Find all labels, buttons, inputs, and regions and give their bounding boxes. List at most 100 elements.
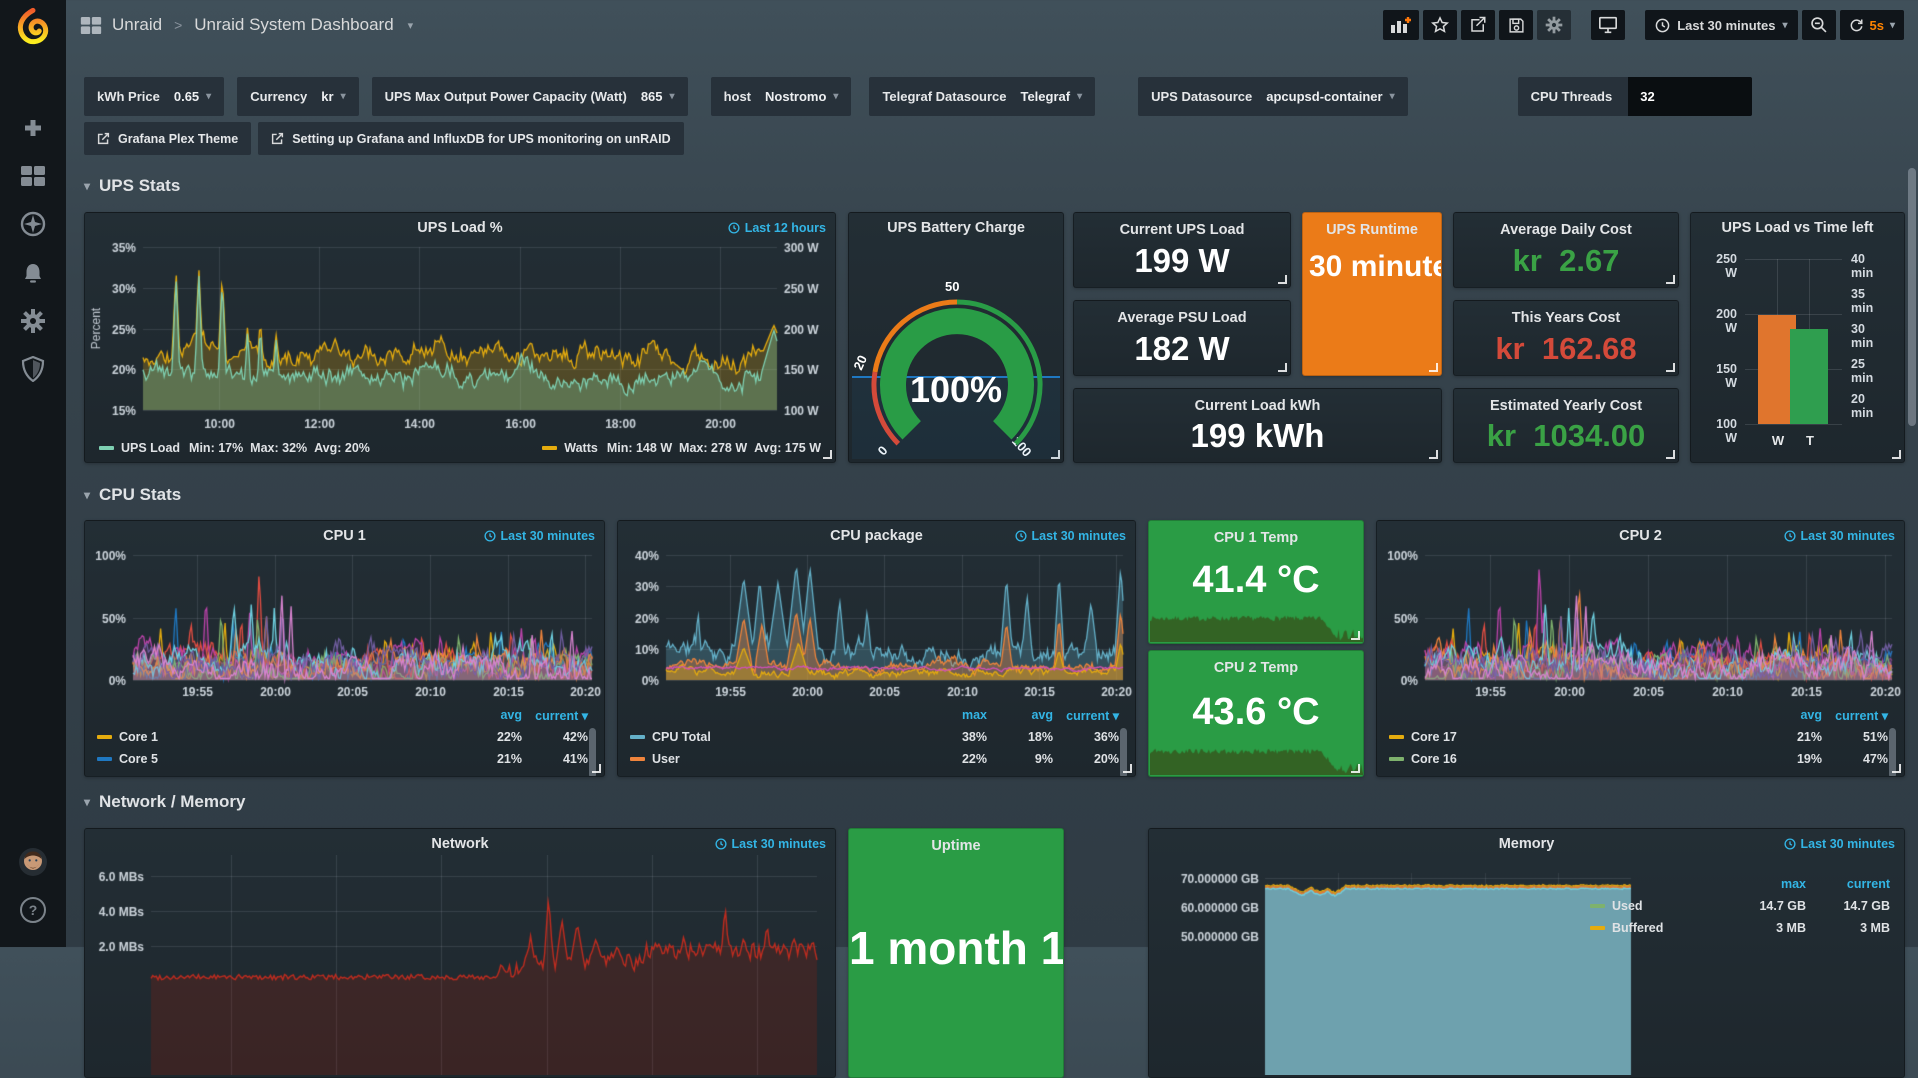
legend-item-watts[interactable]: WattsMin: 148 W Max: 278 W Avg: 175 W xyxy=(542,441,821,455)
panel-title[interactable]: UPS Load vs Time left xyxy=(1691,220,1904,236)
stat-title[interactable]: Uptime xyxy=(849,838,1063,854)
legend-column-max[interactable]: max xyxy=(1722,877,1806,891)
variable-telegraf-datasource[interactable]: Telegraf DatasourceTelegraf▾ xyxy=(869,77,1095,116)
section-cpu-stats[interactable]: ▾CPU Stats xyxy=(84,485,181,505)
panel-time-range[interactable]: Last 30 minutes xyxy=(1784,837,1895,851)
legend-series[interactable]: User xyxy=(630,752,921,766)
sidebar-item-help[interactable]: ? xyxy=(0,886,66,934)
stat-title[interactable]: UPS Runtime xyxy=(1303,222,1441,238)
resize-handle[interactable] xyxy=(1429,450,1438,459)
stat-title[interactable]: Average PSU Load xyxy=(1074,310,1290,326)
share-button[interactable] xyxy=(1461,10,1495,40)
legend-column-current[interactable]: current ▾ xyxy=(1053,708,1119,723)
legend-series[interactable]: Core 5 xyxy=(97,752,456,766)
stat-title[interactable]: Current Load kWh xyxy=(1074,398,1441,414)
section-network-memory[interactable]: ▾Network / Memory xyxy=(84,792,245,812)
settings-button[interactable] xyxy=(1537,10,1571,40)
resize-handle[interactable] xyxy=(1892,764,1901,773)
cycle-view-button[interactable] xyxy=(1591,10,1625,40)
resize-handle[interactable] xyxy=(1429,363,1438,372)
legend-column-avg[interactable]: avg xyxy=(1756,708,1822,722)
bar-t[interactable] xyxy=(1790,329,1828,424)
sidebar-item-alerting[interactable] xyxy=(0,249,66,297)
refresh-picker[interactable]: 5s ▾ xyxy=(1840,10,1905,40)
cpu-package-chart[interactable] xyxy=(622,547,1133,700)
sidebar-item-dashboards[interactable] xyxy=(0,152,66,200)
legend-series[interactable]: Used xyxy=(1590,899,1722,913)
sidebar-item-profile[interactable] xyxy=(0,838,66,886)
ups-load-chart[interactable] xyxy=(89,239,833,432)
stat-title[interactable]: CPU 1 Temp xyxy=(1149,530,1363,546)
legend-column-current[interactable]: current ▾ xyxy=(522,708,588,723)
dashboard-link-setting-up-grafana-and-influxdb-for-ups-monitoring-on-unraid[interactable]: Setting up Grafana and InfluxDB for UPS … xyxy=(258,122,683,155)
grafana-logo-icon[interactable] xyxy=(13,6,53,46)
variable-value[interactable]: Nostromo xyxy=(765,89,826,104)
resize-handle[interactable] xyxy=(1666,363,1675,372)
legend-series[interactable]: Core 16 xyxy=(1389,752,1756,766)
panel-time-range[interactable]: Last 30 minutes xyxy=(484,529,595,543)
resize-handle[interactable] xyxy=(592,764,601,773)
time-left-bar-chart[interactable]: 250 W200 W150 W100 W40 min35 min30 min25… xyxy=(1745,259,1842,424)
legend-column-current[interactable]: current xyxy=(1806,877,1890,891)
legend-item-ups-load[interactable]: UPS LoadMin: 17% Max: 32% Avg: 20% xyxy=(99,441,370,455)
resize-handle[interactable] xyxy=(1123,764,1132,773)
legend-series[interactable]: Core 1 xyxy=(97,730,456,744)
sidebar-item-create[interactable] xyxy=(0,104,66,152)
time-range-picker[interactable]: Last 30 minutes ▾ xyxy=(1645,10,1797,40)
section-ups-stats[interactable]: ▾UPS Stats xyxy=(84,176,180,196)
sidebar-item-server-admin[interactable] xyxy=(0,345,66,393)
variable-value[interactable]: 0.65 xyxy=(174,89,199,104)
panel-time-range[interactable]: Last 30 minutes xyxy=(715,837,826,851)
star-button[interactable] xyxy=(1423,10,1457,40)
variable-value[interactable]: kr xyxy=(321,89,333,104)
dashboard-link-grafana-plex-theme[interactable]: Grafana Plex Theme xyxy=(84,122,251,155)
resize-handle[interactable] xyxy=(1278,275,1287,284)
stat-title[interactable]: Estimated Yearly Cost xyxy=(1454,398,1678,414)
variable-value[interactable]: 865 xyxy=(641,89,663,104)
resize-handle[interactable] xyxy=(1892,450,1901,459)
resize-handle[interactable] xyxy=(1666,450,1675,459)
resize-handle[interactable] xyxy=(1278,363,1287,372)
network-chart[interactable] xyxy=(89,855,833,1075)
panel-title[interactable]: UPS Load % xyxy=(85,220,835,236)
variable-kwh-price[interactable]: kWh Price0.65▾ xyxy=(84,77,224,116)
variable-ups-datasource[interactable]: UPS Datasourceapcupsd-container▾ xyxy=(1138,77,1407,116)
chevron-down-icon[interactable]: ▾ xyxy=(408,19,414,32)
stat-title[interactable]: CPU 2 Temp xyxy=(1149,660,1363,676)
resize-handle[interactable] xyxy=(1351,631,1360,640)
variable-value[interactable]: apcupsd-container xyxy=(1266,89,1382,104)
add-panel-button[interactable] xyxy=(1383,10,1419,40)
sidebar-item-configuration[interactable] xyxy=(0,297,66,345)
legend-series[interactable]: Buffered xyxy=(1590,921,1722,935)
legend-series[interactable]: CPU Total xyxy=(630,730,921,744)
panel-time-range[interactable]: Last 12 hours xyxy=(728,221,826,235)
legend-column-avg[interactable]: avg xyxy=(456,708,522,722)
stat-title[interactable]: Current UPS Load xyxy=(1074,222,1290,238)
page-scrollbar[interactable] xyxy=(1908,168,1916,426)
legend-column-avg[interactable]: avg xyxy=(987,708,1053,722)
breadcrumb-folder[interactable]: Unraid xyxy=(112,15,162,35)
breadcrumb-title[interactable]: Unraid System Dashboard xyxy=(194,15,393,35)
sidebar-item-explore[interactable] xyxy=(0,200,66,248)
save-button[interactable] xyxy=(1499,10,1533,40)
variable-cpu-threads[interactable]: CPU Threads32 xyxy=(1518,77,1753,116)
resize-handle[interactable] xyxy=(1666,275,1675,284)
panel-time-range[interactable]: Last 30 minutes xyxy=(1015,529,1126,543)
variable-ups-max-output-power-capacity-watt[interactable]: UPS Max Output Power Capacity (Watt)865▾ xyxy=(372,77,688,116)
resize-handle[interactable] xyxy=(823,450,832,459)
legend-column-current[interactable]: current ▾ xyxy=(1822,708,1888,723)
cpu1-chart[interactable] xyxy=(89,547,602,700)
legend-series[interactable]: Core 17 xyxy=(1389,730,1756,744)
zoom-out-button[interactable] xyxy=(1802,10,1836,40)
panel-time-range[interactable]: Last 30 minutes xyxy=(1784,529,1895,543)
variable-cpu-threads-input[interactable]: 32 xyxy=(1628,77,1752,116)
stat-title[interactable]: This Years Cost xyxy=(1454,310,1678,326)
panel-title[interactable]: UPS Battery Charge xyxy=(849,220,1063,236)
resize-handle[interactable] xyxy=(1351,764,1360,773)
variable-value[interactable]: Telegraf xyxy=(1020,89,1070,104)
variable-currency[interactable]: Currencykr▾ xyxy=(237,77,358,116)
cpu2-chart[interactable] xyxy=(1381,547,1902,700)
battery-gauge[interactable] xyxy=(849,239,1064,463)
stat-title[interactable]: Average Daily Cost xyxy=(1454,222,1678,238)
legend-column-max[interactable]: max xyxy=(921,708,987,722)
